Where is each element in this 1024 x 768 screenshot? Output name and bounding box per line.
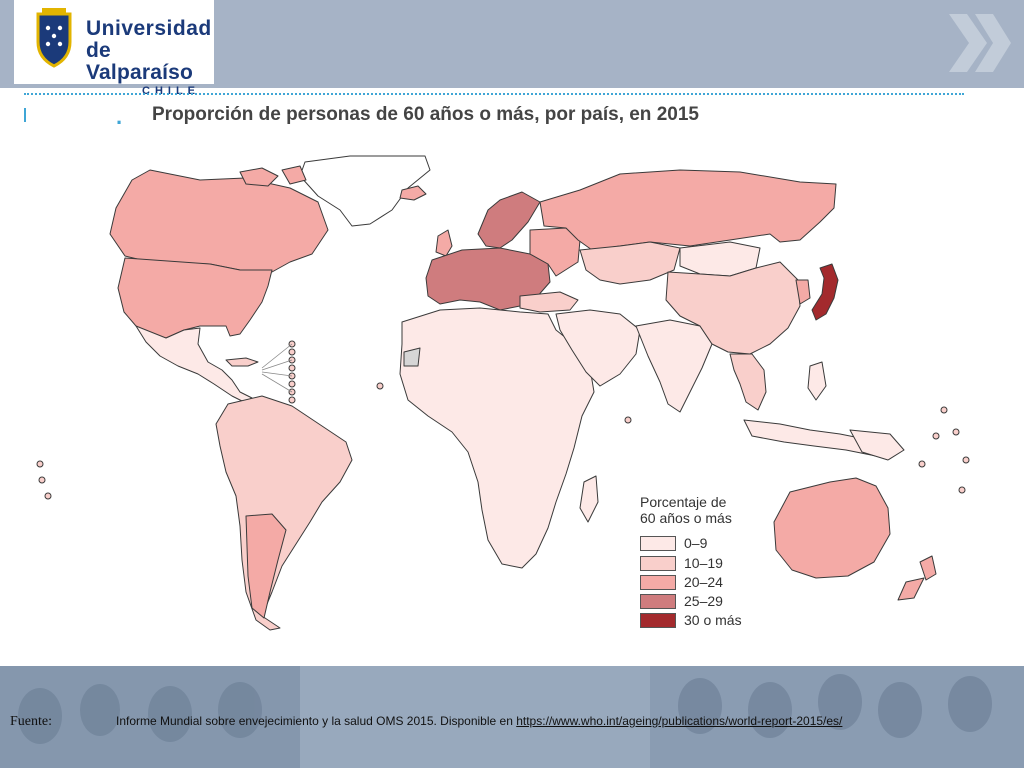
map-western-sahara xyxy=(403,347,421,367)
map-korea xyxy=(795,279,811,305)
world-map xyxy=(36,155,970,631)
legend-title-line1: Porcentaje de xyxy=(640,494,727,510)
legend-swatch xyxy=(640,613,676,628)
map-madagascar xyxy=(579,475,599,523)
logo-line-chile: CHILE xyxy=(142,85,200,97)
dotted-separator xyxy=(24,93,964,95)
island-marker xyxy=(918,460,926,468)
map-canada xyxy=(109,169,329,273)
island-marker xyxy=(962,456,970,464)
legend-item-30-plus: 30 o más xyxy=(640,612,800,630)
island-marker xyxy=(958,486,966,494)
map-africa xyxy=(399,307,595,569)
map-uk xyxy=(435,229,453,257)
legend-item-10-19: 10–19 xyxy=(640,555,800,573)
legend-swatch xyxy=(640,594,676,609)
island-marker xyxy=(38,476,46,484)
map-new-zealand-south xyxy=(897,577,925,601)
legend-label: 0–9 xyxy=(684,535,708,551)
map-canada-islands-2 xyxy=(281,165,307,185)
map-greenland xyxy=(299,155,431,227)
island-marker xyxy=(36,460,44,468)
legend-label: 10–19 xyxy=(684,555,723,571)
map-caribbean xyxy=(225,357,259,367)
header-band: Universidad de Valparaíso CHILE xyxy=(0,0,1024,97)
map-turkey xyxy=(519,291,579,313)
legend-swatch xyxy=(640,575,676,590)
legend-swatch xyxy=(640,536,676,551)
map-scandinavia xyxy=(477,191,541,249)
island-marker xyxy=(624,416,632,424)
legend-item-0-9: 0–9 xyxy=(640,535,800,553)
map-mexico xyxy=(135,325,253,403)
island-marker xyxy=(288,396,296,404)
map-southeast-asia xyxy=(729,353,767,411)
legend-title-line2: 60 años o más xyxy=(640,510,732,526)
logo-wordmark: Universidad de Valparaíso CHILE xyxy=(86,18,214,98)
source-link[interactable]: https://www.who.int/ageing/publications/… xyxy=(516,714,843,728)
map-philippines xyxy=(807,361,827,401)
map-new-guinea xyxy=(849,429,905,461)
island-marker xyxy=(288,364,296,372)
map-russia xyxy=(539,169,837,251)
map-new-zealand xyxy=(919,555,937,581)
map-southern-cone xyxy=(245,513,287,619)
source-citation: Informe Mundial sobre envejecimiento y l… xyxy=(116,714,842,728)
map-central-asia xyxy=(579,241,681,285)
map-south-asia xyxy=(635,319,713,413)
map-middle-east xyxy=(555,309,641,387)
legend-label: 20–24 xyxy=(684,574,723,590)
island-marker xyxy=(44,492,52,500)
island-marker xyxy=(288,380,296,388)
footer-photo-silhouettes xyxy=(0,666,1024,768)
map-australia xyxy=(773,477,891,579)
double-chevron-icon xyxy=(949,14,1011,72)
fuente-label: Fuente: xyxy=(10,714,52,729)
map-south-america xyxy=(215,395,353,631)
title-accent-bar xyxy=(24,108,26,122)
legend-item-20-24: 20–24 xyxy=(640,574,800,592)
header-white-area: Universidad de Valparaíso CHILE xyxy=(14,0,1024,97)
map-iceland xyxy=(399,185,427,201)
shield-logo-icon xyxy=(36,8,72,68)
map-usa xyxy=(117,257,273,339)
island-marker xyxy=(940,406,948,414)
legend-label: 25–29 xyxy=(684,593,723,609)
legend-title: Porcentaje de 60 años o más xyxy=(640,494,732,526)
legend-label: 30 o más xyxy=(684,612,742,628)
island-marker xyxy=(288,348,296,356)
source-text: Informe Mundial sobre envejecimiento y l… xyxy=(116,714,517,728)
map-canada-islands xyxy=(239,167,279,187)
island-marker xyxy=(952,428,960,436)
map-japan xyxy=(811,263,839,321)
footer-band xyxy=(0,666,1024,768)
university-logo: Universidad de Valparaíso CHILE xyxy=(14,0,214,97)
legend-swatch xyxy=(640,556,676,571)
legend-item-25-29: 25–29 xyxy=(640,593,800,611)
island-marker xyxy=(932,432,940,440)
logo-line-universidad: Universidad xyxy=(86,17,212,40)
map-china xyxy=(665,261,801,355)
island-marker xyxy=(376,382,384,390)
logo-line-valparaiso: de Valparaíso xyxy=(86,39,194,84)
slide-title: Proporción de personas de 60 años o más,… xyxy=(152,104,699,125)
title-bullet: . xyxy=(116,104,123,129)
